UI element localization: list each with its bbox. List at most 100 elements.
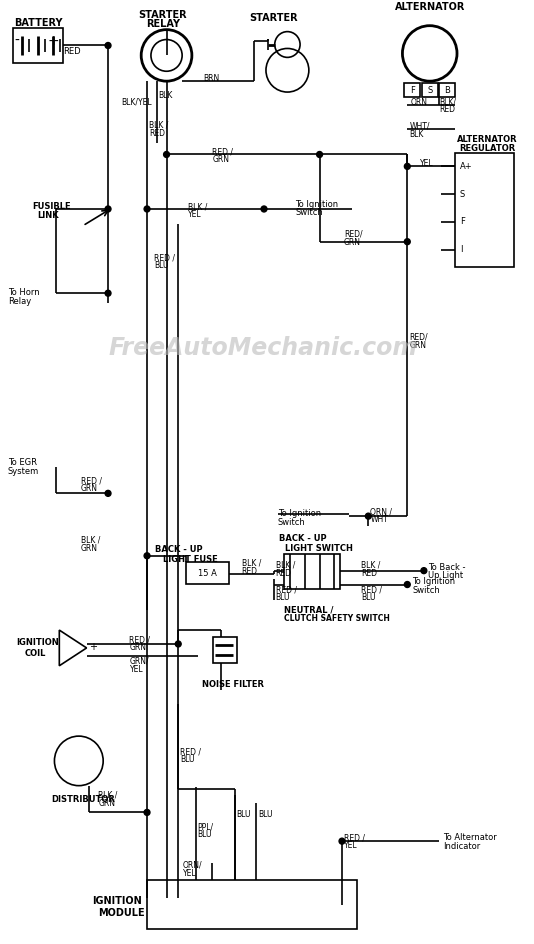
Text: ORN: ORN	[410, 98, 427, 107]
Text: RED: RED	[439, 105, 456, 114]
Text: PPL/: PPL/	[198, 822, 214, 832]
Text: BLK /: BLK /	[81, 536, 100, 545]
Text: RED: RED	[362, 568, 378, 578]
Bar	[455, 153, 514, 267]
Text: STARTER: STARTER	[138, 9, 187, 20]
Text: YEL: YEL	[188, 210, 202, 219]
Text: WHT/: WHT/	[409, 122, 430, 131]
Text: BLU: BLU	[237, 811, 251, 819]
Text: RED: RED	[276, 568, 292, 578]
Bar	[186, 562, 229, 583]
Text: IGNITION: IGNITION	[17, 638, 59, 647]
Circle shape	[163, 152, 169, 158]
Text: BLK: BLK	[158, 91, 172, 100]
Text: To Ignition: To Ignition	[412, 577, 456, 585]
Text: LIGHT SWITCH: LIGHT SWITCH	[286, 544, 354, 553]
Circle shape	[175, 641, 181, 647]
Text: S: S	[427, 86, 433, 94]
Text: RED: RED	[149, 128, 165, 138]
Text: GRN: GRN	[98, 799, 115, 807]
Bar	[284, 554, 340, 589]
Text: BLK /: BLK /	[149, 121, 168, 129]
Text: To EGR: To EGR	[7, 458, 37, 466]
Circle shape	[365, 514, 371, 519]
Text: BLU: BLU	[180, 755, 195, 764]
Text: BATTERY: BATTERY	[14, 18, 63, 27]
Circle shape	[317, 152, 323, 158]
Text: BLU: BLU	[362, 594, 376, 602]
Text: YEL: YEL	[130, 665, 143, 674]
Circle shape	[404, 163, 410, 169]
Text: BRN: BRN	[203, 75, 220, 83]
Text: ORN /: ORN /	[370, 507, 392, 516]
Text: GRN: GRN	[344, 238, 361, 246]
Text: GRN: GRN	[81, 484, 98, 494]
Text: WHT: WHT	[370, 515, 388, 524]
Circle shape	[105, 206, 111, 212]
Text: NEUTRAL /: NEUTRAL /	[284, 605, 333, 615]
Bar	[404, 83, 420, 97]
Circle shape	[105, 42, 111, 48]
Text: System: System	[7, 466, 39, 476]
Text: REGULATOR: REGULATOR	[459, 143, 515, 153]
Bar	[12, 27, 63, 63]
Text: BLK/: BLK/	[439, 97, 457, 106]
Text: GRN/: GRN/	[130, 657, 149, 666]
Text: To Horn: To Horn	[7, 288, 40, 297]
Text: RED /: RED /	[180, 747, 201, 756]
Text: +: +	[89, 642, 97, 652]
Text: YEL: YEL	[344, 841, 358, 851]
Text: LINK: LINK	[37, 211, 59, 220]
Text: Up Light: Up Light	[428, 570, 463, 580]
Text: RED: RED	[63, 47, 81, 57]
Text: BLK /: BLK /	[362, 561, 381, 570]
Text: BLK /: BLK /	[241, 559, 261, 567]
Text: GRN: GRN	[130, 643, 146, 652]
Circle shape	[404, 239, 410, 244]
Text: RED /: RED /	[213, 147, 233, 157]
Text: RED /: RED /	[344, 834, 365, 842]
Text: BLK /: BLK /	[276, 561, 295, 570]
Text: RED/: RED/	[344, 229, 363, 239]
Text: ALTERNATOR: ALTERNATOR	[457, 135, 517, 143]
Text: BLK /: BLK /	[188, 202, 207, 211]
Text: ORN/: ORN/	[183, 861, 203, 870]
Text: BLK/YEL: BLK/YEL	[122, 97, 152, 106]
Bar	[213, 637, 237, 663]
Circle shape	[404, 582, 410, 587]
Text: STARTER: STARTER	[249, 13, 298, 23]
Text: BACK - UP: BACK - UP	[279, 534, 326, 543]
Text: NOISE FILTER: NOISE FILTER	[202, 680, 264, 688]
Text: RED /: RED /	[362, 585, 382, 595]
Circle shape	[261, 206, 267, 212]
Text: BLU: BLU	[154, 261, 168, 271]
Text: BLK: BLK	[409, 129, 423, 139]
Text: FreeAutoMechanic.com: FreeAutoMechanic.com	[108, 336, 418, 360]
Text: COIL: COIL	[24, 649, 45, 658]
Text: RED /: RED /	[130, 635, 151, 644]
Text: GRN: GRN	[409, 341, 426, 350]
Circle shape	[144, 206, 150, 212]
Text: BLU: BLU	[198, 830, 212, 839]
Text: +: +	[48, 34, 59, 47]
Text: Relay: Relay	[7, 297, 31, 306]
Text: MODULE: MODULE	[98, 907, 145, 918]
Text: B: B	[444, 86, 450, 94]
Text: To Ignition: To Ignition	[278, 509, 321, 518]
Circle shape	[144, 809, 150, 816]
Text: Switch: Switch	[278, 518, 305, 527]
Text: To Back -: To Back -	[428, 563, 465, 572]
Text: DISTRIBUTOR: DISTRIBUTOR	[51, 795, 115, 803]
Text: RED /: RED /	[154, 254, 175, 262]
Text: Indicator: Indicator	[443, 842, 481, 851]
Text: FUSIBLE: FUSIBLE	[32, 202, 70, 211]
Text: GRN: GRN	[81, 544, 98, 553]
Text: A+: A+	[460, 161, 473, 171]
Text: BLK /: BLK /	[98, 791, 117, 800]
Text: LIGHT FUSE: LIGHT FUSE	[163, 555, 217, 564]
Text: -: -	[14, 34, 19, 47]
Text: Switch: Switch	[412, 585, 440, 595]
Text: BACK - UP: BACK - UP	[155, 545, 202, 554]
Bar	[439, 83, 455, 97]
Circle shape	[144, 553, 150, 559]
